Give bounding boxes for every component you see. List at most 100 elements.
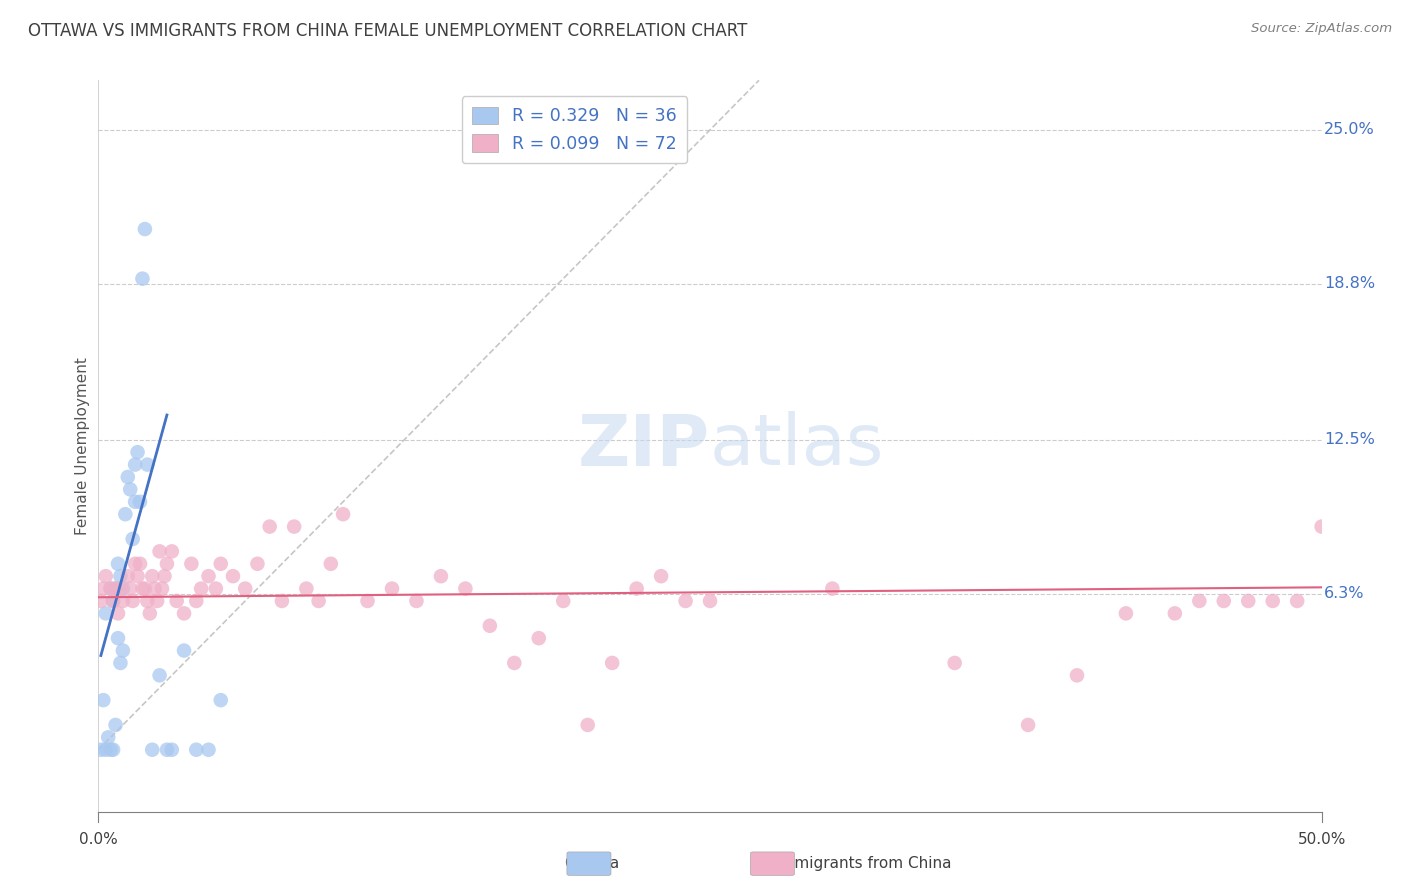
Point — [675, 594, 697, 608]
Point — [1115, 607, 1137, 621]
Point — [173, 607, 195, 621]
Point — [94, 569, 117, 583]
FancyBboxPatch shape — [567, 852, 612, 875]
Point — [120, 582, 142, 596]
Point — [246, 557, 269, 571]
Point — [107, 631, 129, 645]
Point — [180, 557, 202, 571]
Point — [127, 445, 149, 459]
Point — [129, 495, 152, 509]
Point — [222, 569, 245, 583]
Point — [1212, 594, 1234, 608]
Point — [127, 569, 149, 583]
Point — [197, 569, 219, 583]
Point — [295, 582, 318, 596]
Point — [91, 693, 114, 707]
Point — [101, 594, 124, 608]
Point — [197, 743, 219, 757]
Text: 0.0%: 0.0% — [79, 831, 118, 847]
Point — [190, 582, 212, 596]
Point — [527, 631, 550, 645]
Point — [114, 507, 136, 521]
Point — [141, 743, 163, 757]
Text: atlas: atlas — [710, 411, 884, 481]
Point — [150, 582, 173, 596]
Y-axis label: Female Unemployment: Female Unemployment — [75, 357, 90, 535]
Point — [149, 544, 172, 558]
Point — [149, 668, 172, 682]
Point — [90, 594, 112, 608]
Point — [186, 743, 208, 757]
Point — [1017, 718, 1039, 732]
Point — [356, 594, 378, 608]
Point — [233, 582, 256, 596]
Point — [141, 569, 163, 583]
Point — [699, 594, 721, 608]
Point — [110, 582, 132, 596]
Point — [270, 594, 294, 608]
Point — [186, 594, 208, 608]
Point — [650, 569, 672, 583]
Text: Source: ZipAtlas.com: Source: ZipAtlas.com — [1251, 22, 1392, 36]
Point — [626, 582, 648, 596]
Point — [259, 519, 281, 533]
Point — [110, 656, 132, 670]
Point — [120, 483, 142, 497]
Point — [209, 693, 232, 707]
Point — [94, 607, 117, 621]
Point — [97, 731, 120, 745]
Point — [503, 656, 526, 670]
Point — [1261, 594, 1284, 608]
Text: 50.0%: 50.0% — [1298, 831, 1346, 847]
Point — [104, 718, 127, 732]
Text: 12.5%: 12.5% — [1324, 433, 1375, 447]
Text: 6.3%: 6.3% — [1324, 586, 1365, 601]
Point — [134, 222, 156, 236]
Point — [576, 718, 599, 732]
Point — [283, 519, 305, 533]
Text: ZIP: ZIP — [578, 411, 710, 481]
Text: Ottawa: Ottawa — [564, 856, 619, 871]
Point — [117, 569, 139, 583]
Point — [124, 495, 146, 509]
Point — [91, 582, 114, 596]
Point — [319, 557, 342, 571]
Point — [1237, 594, 1260, 608]
Point — [121, 532, 143, 546]
Text: 18.8%: 18.8% — [1324, 277, 1375, 291]
Point — [1188, 594, 1211, 608]
Point — [117, 470, 139, 484]
Point — [209, 557, 232, 571]
Point — [136, 594, 159, 608]
Point — [100, 743, 122, 757]
Point — [430, 569, 453, 583]
Point — [110, 569, 132, 583]
Text: 25.0%: 25.0% — [1324, 122, 1375, 137]
Point — [136, 458, 159, 472]
Point — [101, 743, 124, 757]
Point — [124, 557, 146, 571]
Point — [111, 643, 134, 657]
Point — [160, 544, 183, 558]
Point — [600, 656, 623, 670]
Point — [381, 582, 404, 596]
Legend: R = 0.329   N = 36, R = 0.099   N = 72: R = 0.329 N = 36, R = 0.099 N = 72 — [461, 96, 688, 163]
Point — [124, 458, 146, 472]
Point — [153, 569, 176, 583]
FancyBboxPatch shape — [751, 852, 794, 875]
Point — [101, 594, 124, 608]
Point — [405, 594, 427, 608]
Point — [160, 743, 183, 757]
Point — [107, 607, 129, 621]
Point — [1310, 519, 1333, 533]
Point — [1286, 594, 1309, 608]
Point — [1066, 668, 1088, 682]
Point — [166, 594, 188, 608]
Point — [156, 743, 179, 757]
Point — [94, 743, 117, 757]
Point — [821, 582, 844, 596]
Point — [553, 594, 575, 608]
Point — [131, 582, 153, 596]
Point — [100, 582, 122, 596]
Point — [104, 582, 127, 596]
